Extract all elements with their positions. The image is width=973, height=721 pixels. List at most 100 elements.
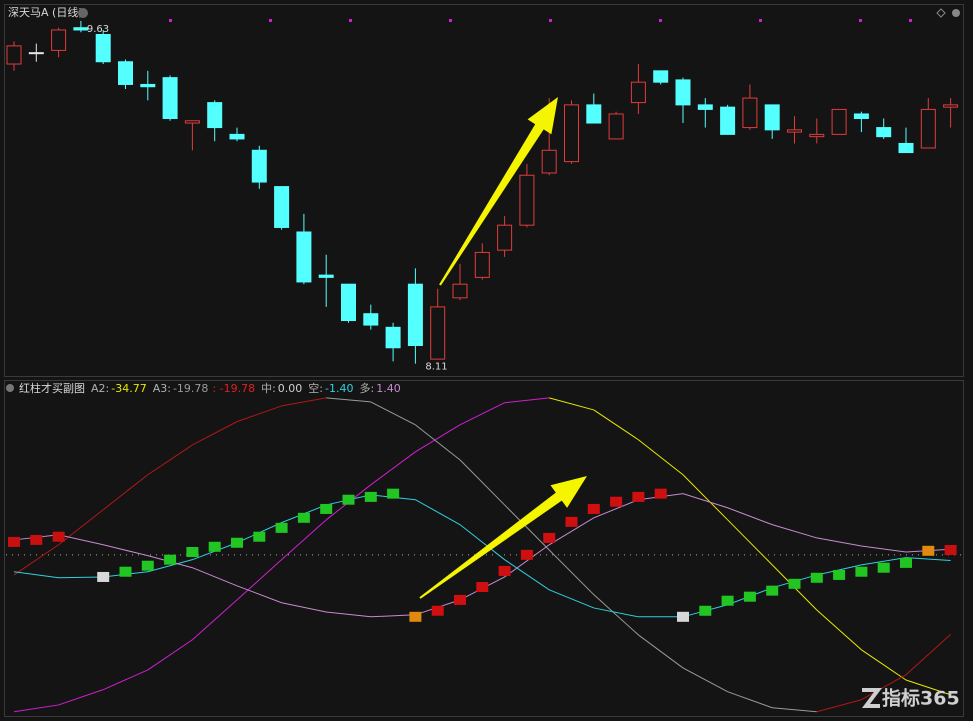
indicator-line [593, 409, 639, 441]
indicator-line [459, 402, 505, 426]
candle-body [519, 174, 535, 226]
candle-body [943, 104, 959, 108]
indicator-bar [922, 545, 935, 556]
indicator-line [13, 544, 59, 576]
arrow [439, 97, 558, 286]
indicator-bar [208, 541, 221, 552]
candle-body [787, 129, 802, 133]
candle-body [184, 120, 200, 124]
high-label: 9.63 [87, 24, 109, 35]
price-panel [4, 4, 964, 377]
indicator-bar [565, 516, 578, 527]
indicator-line [58, 689, 104, 706]
indicator-bar [877, 562, 890, 573]
candle-body [95, 34, 111, 63]
candle-body [229, 133, 245, 140]
legend-value: 1.40 [376, 382, 401, 395]
indicator-line [638, 634, 684, 669]
indicator-bar [387, 488, 400, 499]
candle-body [608, 113, 624, 140]
candle-body [876, 127, 892, 138]
candle-body [564, 104, 579, 163]
candle-body [853, 113, 869, 119]
indicator-bar [944, 545, 957, 555]
indicator-line [147, 444, 193, 476]
indicator-line [281, 519, 327, 561]
indicator-bar [119, 566, 132, 577]
indicator-bar [164, 554, 177, 565]
candle-body [920, 108, 936, 149]
candle-body [541, 149, 557, 174]
watermark: 指标365 [882, 688, 960, 710]
indicator-bar [677, 611, 689, 622]
signal-dots [169, 19, 912, 22]
menu-icon[interactable] [78, 8, 88, 18]
candle-body [764, 104, 780, 131]
indicator-bar [320, 503, 333, 514]
arrow [419, 476, 587, 599]
indicator-bar [520, 549, 533, 560]
indicator-line [370, 451, 416, 486]
indicator-bar [52, 531, 65, 542]
indicator-panel [4, 380, 964, 717]
indicator-line [459, 459, 505, 506]
candle-body [809, 133, 825, 138]
close-icon[interactable] [952, 9, 960, 17]
legend-value: 0.00 [278, 382, 303, 395]
legend-value: -1.40 [325, 382, 353, 395]
indicator-bar [498, 565, 511, 576]
candle-body [452, 283, 468, 299]
candle-body [653, 70, 669, 83]
indicator-line [504, 504, 550, 551]
indicator-bar [141, 560, 154, 571]
indicator-line [415, 424, 461, 461]
indicator-line [682, 474, 728, 521]
indicator-icon[interactable] [6, 384, 14, 392]
indicator-line [370, 401, 416, 426]
indicator-line [281, 397, 327, 407]
candle-body [73, 27, 89, 31]
candle-body [474, 251, 490, 278]
indicator-line [236, 559, 282, 601]
indicator-line [861, 649, 907, 681]
indicator-line [192, 421, 238, 446]
candle-body [251, 149, 267, 183]
candle-body [430, 306, 446, 360]
indicator-bar [855, 566, 868, 577]
indicator-bar [253, 531, 266, 542]
indicator-legend: 红柱才买副图 A2: -34.77 A3: -19.78: -19.78 中: 0.00 空:… [19, 381, 401, 395]
indicator-bar [30, 534, 43, 545]
indicator-line [326, 397, 371, 403]
logo [862, 688, 882, 708]
candle-body [831, 108, 847, 135]
indicator-bar [900, 557, 912, 568]
indicator-bar [587, 503, 600, 514]
candle-body [140, 83, 156, 88]
candle-body [497, 224, 513, 251]
chart-title: 深天马A (日线) [8, 5, 83, 19]
indicator-bar [632, 491, 645, 502]
indicator-bar [97, 571, 110, 582]
legend-value: -34.77 [111, 382, 146, 395]
indicator-line [816, 699, 862, 713]
candle-body [162, 77, 178, 119]
indicator-bar [409, 611, 422, 622]
indicator-bar [364, 491, 377, 502]
indicator-line [147, 639, 193, 671]
indicator-bar [766, 585, 779, 596]
indicator-line [772, 707, 817, 713]
candle-body [720, 106, 736, 135]
candle-body [6, 45, 22, 65]
legend-name: 多: [359, 381, 374, 395]
indicator-title: 红柱才买副图 [19, 381, 85, 395]
indicator-bar [342, 494, 355, 505]
settings-icon[interactable] [936, 8, 946, 18]
indicator-bar [8, 536, 20, 547]
indicator-line [638, 439, 684, 476]
indicator-bar [431, 605, 444, 616]
legend-name: A2: [91, 382, 109, 395]
indicator-line [102, 474, 149, 511]
indicator-bar [721, 595, 734, 606]
legend-name: A3: [153, 382, 171, 395]
